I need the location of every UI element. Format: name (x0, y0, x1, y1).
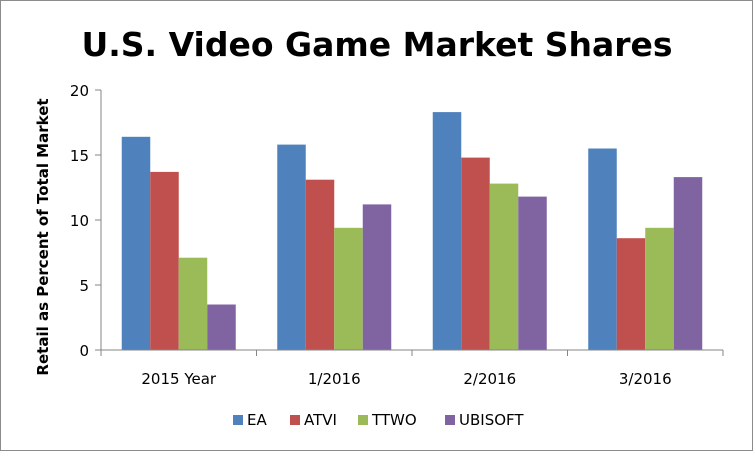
x-tick-label: 3/2016 (619, 370, 672, 388)
bar-ea-2 (432, 112, 462, 350)
bar-ubisoft-2 (518, 196, 547, 350)
y-tick-label: 5 (79, 277, 89, 295)
bar-ttwo-1 (334, 227, 363, 350)
bar-ttwo-0 (178, 257, 208, 350)
y-axis-label: Retail as Percent of Total Market (34, 98, 52, 375)
legend-label-ubisoft: UBISOFT (459, 411, 524, 429)
legend-label-ttwo: TTWO (371, 411, 417, 429)
legend-label-ea: EA (247, 411, 267, 429)
bar-ubisoft-0 (207, 304, 236, 350)
bar-atvi-3 (616, 238, 646, 350)
x-tick-label: 2/2016 (463, 370, 516, 388)
bar-ea-0 (121, 136, 151, 350)
y-tick-label: 0 (79, 342, 89, 360)
legend-swatch-ubisoft (445, 415, 455, 425)
bar-ttwo-2 (489, 183, 519, 350)
legend-swatch-ttwo (358, 415, 368, 425)
x-tick-label: 2015 Year (141, 370, 217, 388)
legend-swatch-atvi (290, 415, 300, 425)
plot-area: 0 5 10 15 20 2015 Year 1/2016 2/2016 3/2016 (70, 82, 724, 388)
y-tick-label: 10 (70, 212, 89, 230)
bar-ttwo-3 (645, 227, 674, 350)
legend-swatch-ea (233, 415, 243, 425)
y-tick-label: 15 (70, 147, 89, 165)
bar-ea-3 (588, 148, 617, 350)
y-tick-label: 20 (70, 82, 89, 100)
bar-ubisoft-1 (362, 204, 392, 350)
legend: EA ATVI TTWO UBISOFT (233, 411, 524, 429)
legend-label-atvi: ATVI (304, 411, 337, 429)
bar-ea-1 (277, 144, 306, 350)
bar-ubisoft-3 (673, 177, 703, 350)
bar-atvi-2 (461, 157, 490, 350)
bar-atvi-0 (150, 171, 179, 350)
bar-atvi-1 (305, 179, 335, 350)
chart-title: U.S. Video Game Market Shares (81, 25, 672, 64)
x-tick-label: 1/2016 (308, 370, 361, 388)
